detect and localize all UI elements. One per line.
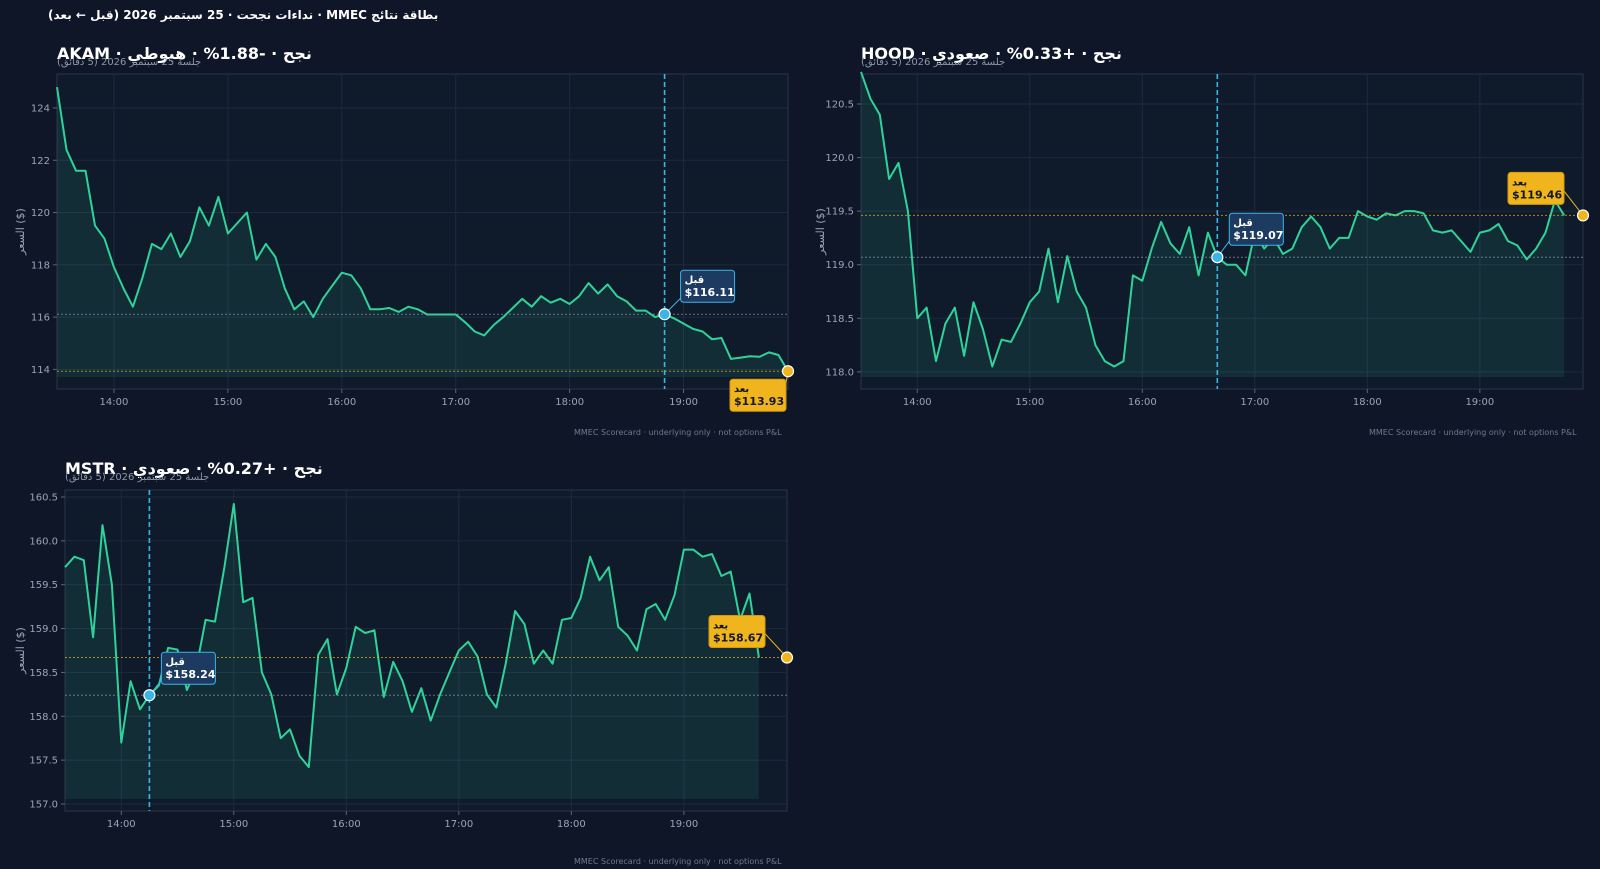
chart-panel-hood: HOOD · نجح · +0.33% · صعودي جلسة 25 سبتم… — [800, 40, 1600, 440]
line-chart-akam: 114 116 118 120 122 124 14:00 15:00 16:00 17:00 18… — [14, 73, 795, 412]
chart-panel-akam: AKAM · نجح · -1.88% · هبوطي جلسة 25 سبتم… — [0, 40, 800, 440]
x-tick-label: 18:00 — [1353, 397, 1382, 408]
after-label: بعد — [734, 384, 749, 395]
after-label-box — [1507, 171, 1565, 205]
before-label-box — [1228, 212, 1284, 246]
x-tick-label: 16:00 — [327, 397, 356, 408]
line-chart-mstr: 157.0 157.5 158.0 158.5 159.0 159.5 160.0 160.5… — [14, 489, 794, 830]
chart-subtitle: جلسة 25 سبتمبر 2026 (5 دقائق) — [57, 57, 202, 68]
chart-footer: MMEC Scorecard · underlying only · not o… — [574, 857, 782, 866]
x-tick-label: 17:00 — [441, 397, 470, 408]
y-axis-label: السعر ($) — [814, 208, 827, 256]
x-tick-label: 15:00 — [1015, 397, 1044, 408]
after-price-label: $158.67 — [713, 632, 763, 645]
y-axis-label: السعر ($) — [14, 627, 27, 675]
chart-title: HOOD · نجح · +0.33% · صعودي — [861, 44, 1122, 63]
x-tick-label: 18:00 — [555, 397, 584, 408]
y-tick-label: 120 — [31, 208, 50, 219]
before-marker — [143, 689, 156, 702]
y-tick-label: 158.0 — [29, 712, 58, 723]
page-title: بطاقة نتائج MMEC · نداءات نجحت · 25 سبتم… — [48, 8, 439, 22]
before-marker — [658, 308, 671, 321]
y-tick-label: 116 — [31, 313, 50, 324]
area-fill — [861, 71, 1565, 378]
before-label-box — [680, 269, 736, 303]
y-tick-label: 114 — [31, 365, 50, 376]
chart-footer: MMEC Scorecard · underlying only · not o… — [574, 428, 782, 437]
after-price-label: $119.46 — [1512, 188, 1562, 201]
before-label: قبل — [165, 657, 185, 668]
y-tick-label: 119.5 — [825, 207, 854, 218]
after-label: بعد — [713, 621, 728, 632]
x-tick-label: 14:00 — [100, 397, 129, 408]
plot-area — [860, 73, 1584, 390]
area-fill — [57, 87, 788, 377]
plot-area — [64, 489, 788, 812]
plot-area — [56, 73, 789, 390]
y-tick-label: 159.5 — [29, 580, 58, 591]
x-tick-label: 17:00 — [444, 819, 473, 830]
y-tick-label: 120.0 — [825, 153, 854, 164]
after-marker — [780, 651, 794, 664]
x-tick-label: 18:00 — [557, 819, 586, 830]
chart-panel-mstr: MSTR · نجح · +0.27% · صعودي جلسة 25 سبتم… — [0, 455, 800, 866]
line-chart-hood: 118.0 118.5 119.0 119.5 120.0 120.5 14:00 15:00… — [814, 71, 1590, 408]
x-tick-label: 16:00 — [1128, 397, 1157, 408]
before-price-label: $119.07 — [1233, 229, 1283, 242]
y-tick-label: 120.5 — [825, 100, 854, 111]
after-label-box — [729, 378, 787, 412]
x-tick-label: 15:00 — [219, 819, 248, 830]
chart-subtitle: جلسة 25 سبتمبر 2026 (5 دقائق) — [861, 57, 1006, 68]
y-tick-label: 157.0 — [29, 799, 58, 810]
x-tick-label: 17:00 — [1240, 397, 1269, 408]
y-tick-label: 118.5 — [825, 314, 854, 325]
after-marker — [781, 365, 795, 378]
y-tick-label: 160.0 — [29, 536, 58, 547]
x-tick-label: 14:00 — [903, 397, 932, 408]
y-tick-label: 118 — [31, 260, 50, 271]
before-label-box — [160, 651, 216, 685]
y-tick-label: 124 — [31, 103, 50, 114]
before-label: قبل — [1233, 218, 1253, 229]
after-label: بعد — [1512, 177, 1527, 188]
x-tick-label: 15:00 — [213, 397, 242, 408]
chart-footer: MMEC Scorecard · underlying only · not o… — [1369, 428, 1577, 437]
y-tick-label: 159.0 — [29, 624, 58, 635]
after-price-label: $113.93 — [734, 395, 784, 408]
x-tick-label: 19:00 — [669, 819, 698, 830]
price-line — [860, 71, 1566, 368]
x-tick-label: 19:00 — [669, 397, 698, 408]
after-marker — [1576, 209, 1590, 222]
chart-title: MSTR · نجح · +0.27% · صعودي — [65, 459, 323, 478]
x-tick-label: 14:00 — [107, 819, 136, 830]
before-price-label: $116.11 — [685, 286, 735, 299]
y-tick-label: 158.5 — [29, 668, 58, 679]
y-tick-label: 157.5 — [29, 756, 58, 767]
y-tick-label: 160.5 — [29, 493, 58, 504]
y-tick-label: 118.0 — [825, 367, 854, 378]
chart-subtitle: جلسة 25 سبتمبر 2026 (5 دقائق) — [65, 472, 210, 483]
x-tick-label: 19:00 — [1465, 397, 1494, 408]
y-tick-label: 122 — [31, 156, 50, 167]
after-label-box — [708, 615, 766, 649]
y-axis-label: السعر ($) — [14, 208, 27, 256]
y-tick-label: 119.0 — [825, 260, 854, 271]
x-tick-label: 16:00 — [332, 819, 361, 830]
before-price-label: $158.24 — [165, 668, 215, 681]
chart-title: AKAM · نجح · -1.88% · هبوطي — [57, 44, 312, 63]
before-marker — [1211, 251, 1224, 264]
before-label: قبل — [685, 275, 705, 286]
